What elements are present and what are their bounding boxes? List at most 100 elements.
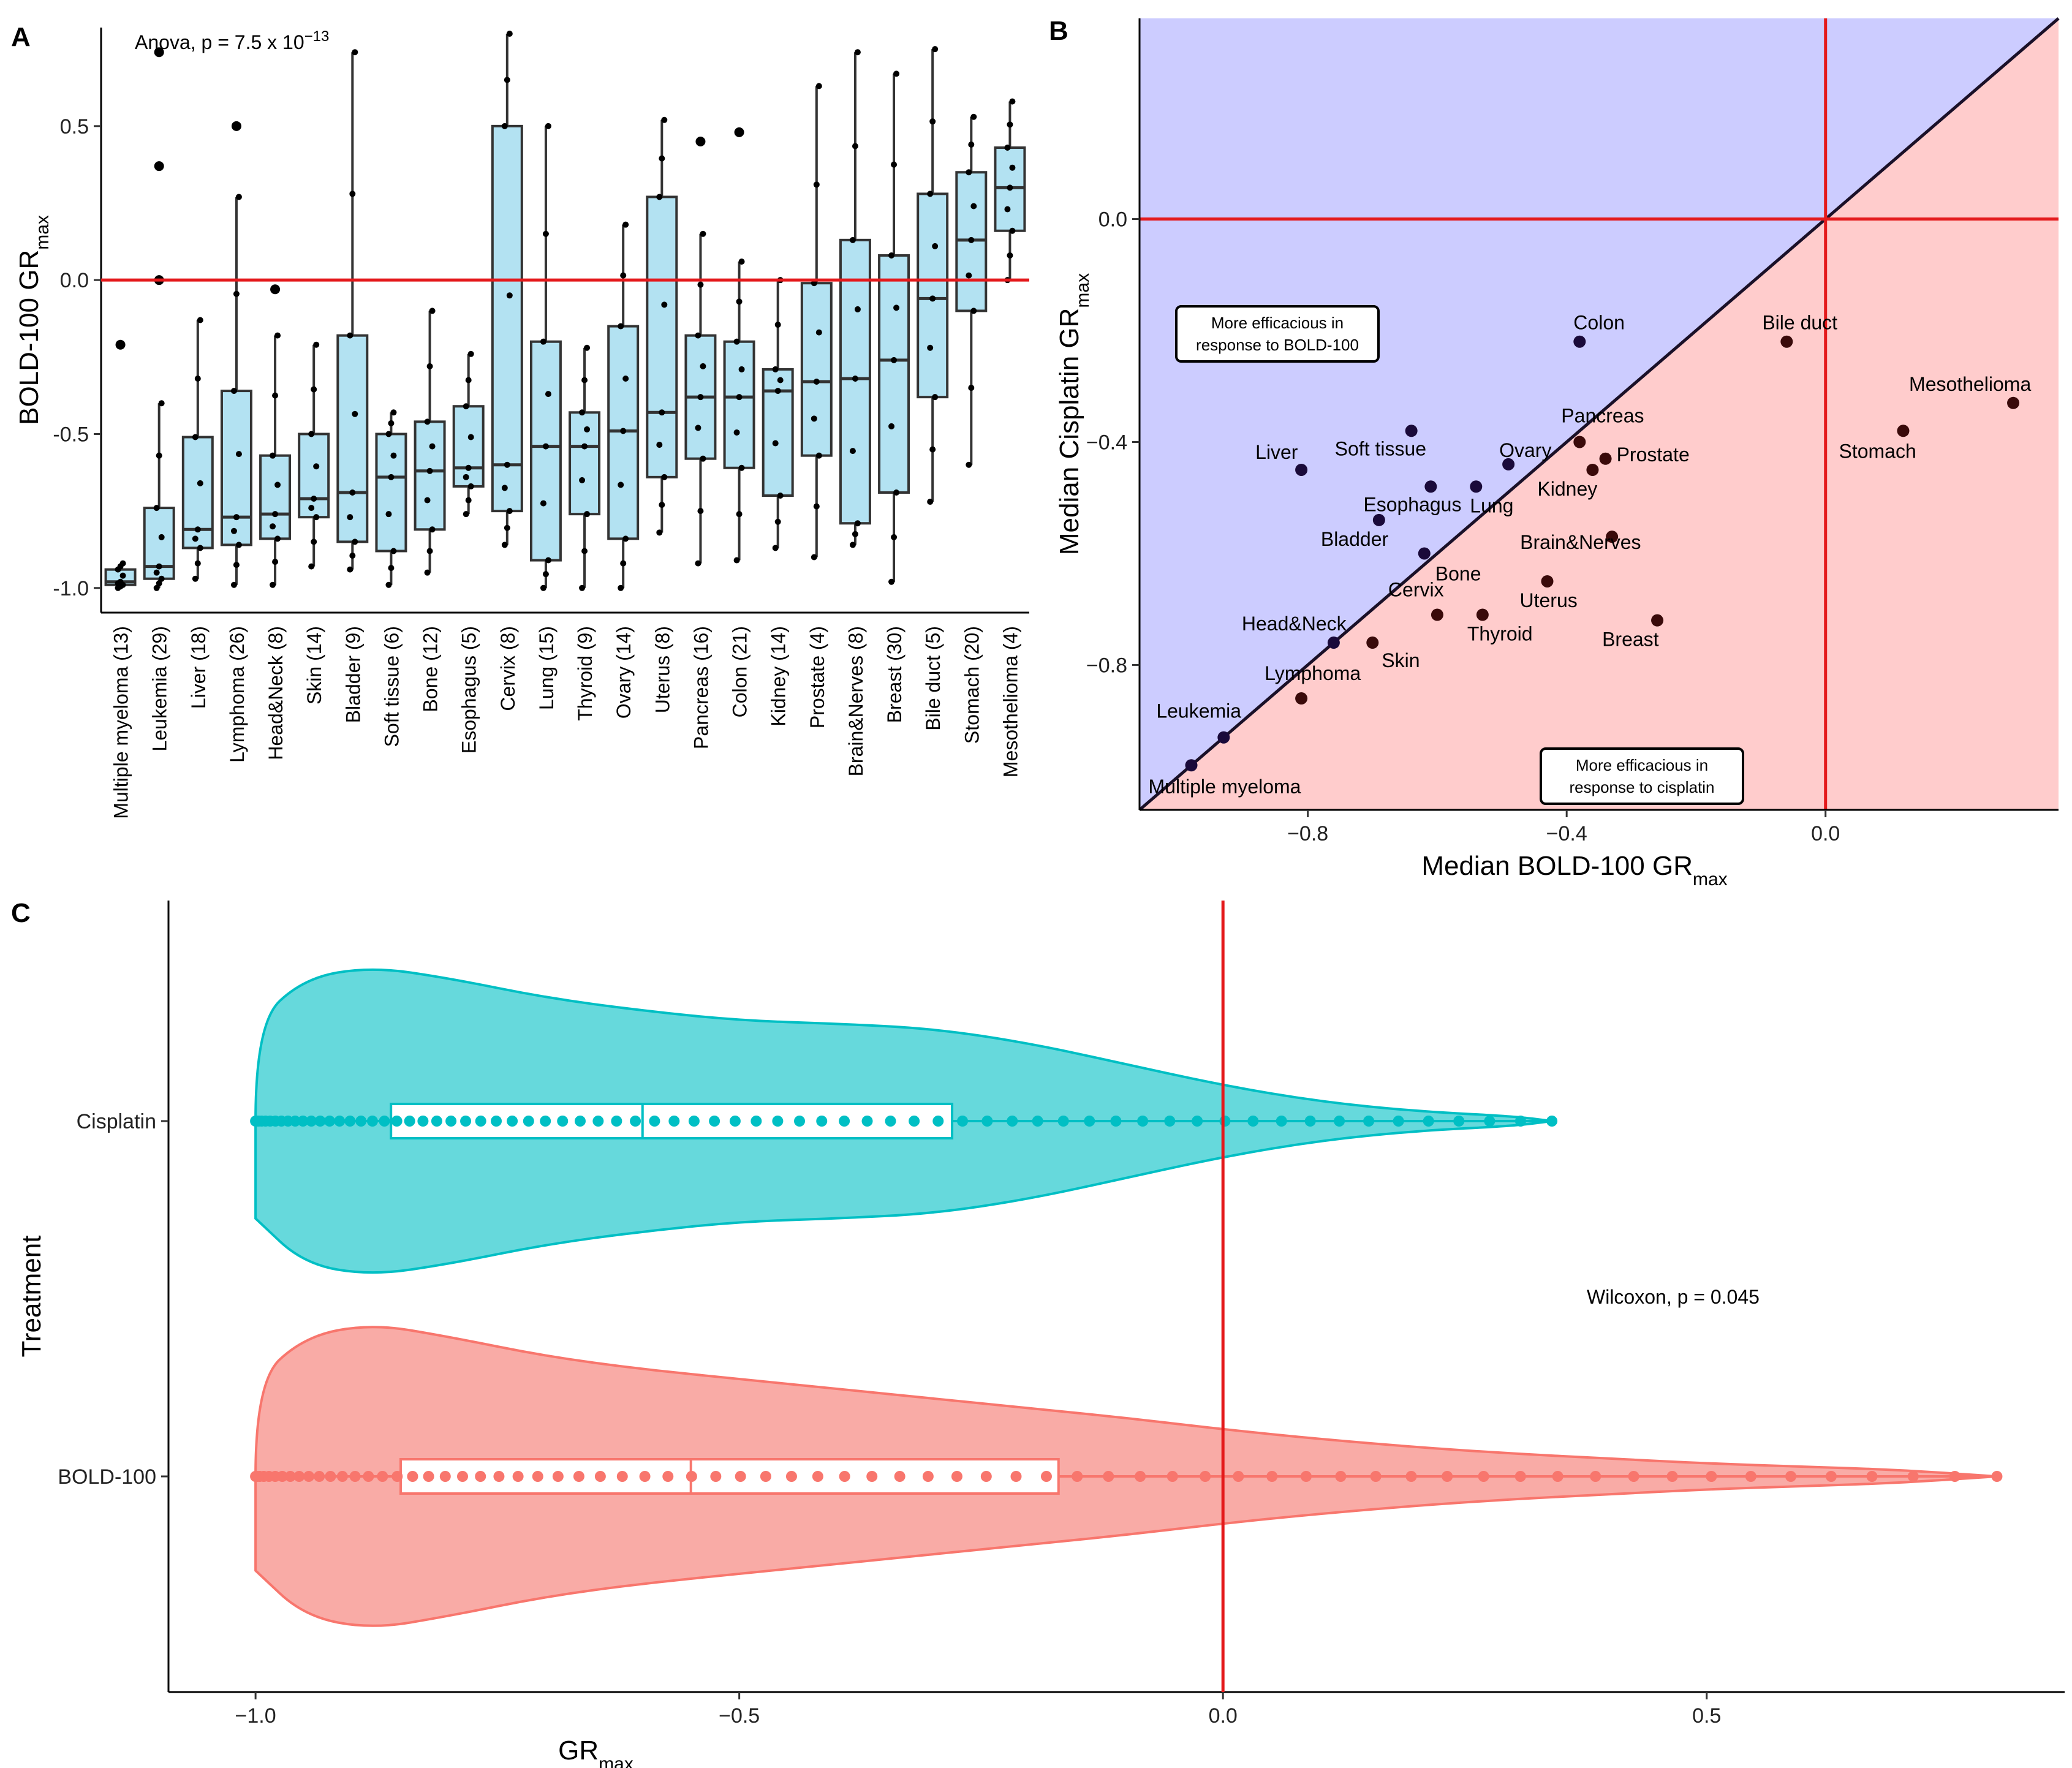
box	[375, 433, 407, 553]
data-point	[272, 559, 279, 565]
box-group	[491, 31, 523, 548]
data-point	[545, 123, 551, 129]
panel-b: B −0.8 −0.4 0.0 −0.8 −0.4 0.0 Median BOLD-100 G…	[1049, 16, 2060, 890]
data-point	[308, 563, 315, 570]
data-point	[504, 77, 510, 83]
data-point	[932, 1116, 944, 1127]
data-point	[390, 548, 397, 554]
data-point	[772, 440, 779, 447]
box	[336, 334, 369, 543]
data-point	[1135, 1471, 1146, 1482]
box	[452, 405, 485, 488]
data-point	[388, 474, 395, 480]
data-point	[407, 1471, 418, 1482]
box-group	[220, 121, 252, 588]
data-point	[467, 350, 474, 357]
scatter-point	[1502, 458, 1515, 470]
data-point	[966, 461, 972, 468]
data-point	[738, 464, 745, 471]
data-point	[738, 366, 745, 372]
data-point	[542, 443, 549, 450]
data-point	[772, 366, 779, 372]
data-point	[709, 1116, 720, 1127]
data-point	[622, 376, 629, 382]
data-point	[475, 1116, 486, 1127]
data-point	[811, 415, 817, 422]
data-point	[736, 511, 743, 518]
category-label: Brain&Nerves (8)	[845, 626, 867, 776]
data-point	[981, 1116, 993, 1127]
data-point	[493, 1471, 505, 1482]
data-point	[1866, 1471, 1878, 1482]
data-point	[966, 272, 972, 279]
data-point	[456, 1471, 468, 1482]
box-group	[336, 49, 369, 573]
box-group	[143, 47, 175, 591]
data-point	[885, 1116, 896, 1127]
data-point	[363, 1471, 374, 1482]
data-point	[426, 467, 433, 474]
data-point	[1628, 1471, 1639, 1482]
box-group	[839, 49, 871, 548]
box	[839, 238, 871, 525]
data-point	[710, 1471, 722, 1482]
data-point	[1103, 1471, 1114, 1482]
point-label: Esophagus	[1363, 493, 1461, 515]
data-point	[733, 557, 740, 564]
category-label: Esophagus (5)	[458, 626, 480, 754]
data-point	[1478, 1471, 1489, 1482]
data-point	[618, 482, 624, 488]
data-point	[812, 1471, 823, 1482]
data-point	[927, 344, 934, 351]
data-point	[465, 497, 472, 504]
data-point	[417, 1116, 429, 1127]
data-point	[695, 560, 701, 567]
data-point	[284, 1471, 296, 1482]
data-point	[777, 377, 784, 383]
category-label: Bladder (9)	[342, 626, 364, 723]
data-point	[891, 161, 898, 168]
data-point	[1484, 1116, 1495, 1127]
data-point	[385, 431, 392, 437]
data-point	[622, 221, 629, 228]
data-point	[929, 118, 936, 125]
data-point	[813, 181, 820, 188]
scatter-point	[1606, 531, 1619, 543]
x-tick-label: −0.4	[1546, 822, 1587, 845]
data-point	[616, 1471, 628, 1482]
data-point	[1405, 1471, 1417, 1482]
y-tick-label: −0.8	[1086, 654, 1127, 677]
data-point	[276, 1471, 288, 1482]
data-point	[1907, 1471, 1919, 1482]
data-point	[794, 1116, 806, 1127]
data-point	[424, 497, 431, 504]
data-point	[230, 388, 237, 395]
data-point	[308, 505, 315, 512]
x-axis-title-sub: max	[599, 1754, 633, 1768]
point-label: Mesothelioma	[1909, 373, 2031, 395]
data-point	[439, 1471, 451, 1482]
data-point	[1300, 1471, 1312, 1482]
category-label: Stomach (20)	[961, 626, 983, 744]
data-point	[1334, 1116, 1345, 1127]
data-point	[429, 526, 436, 533]
x-axis-title-sub: max	[1693, 869, 1728, 890]
data-point	[688, 1116, 700, 1127]
panel-c: C −1.0 −0.5 0.0 0.5 GRmax Treatment Wilcoxon, p…	[11, 898, 2065, 1768]
box	[529, 340, 562, 562]
box-group	[259, 284, 292, 588]
data-point	[426, 548, 433, 554]
data-point	[501, 123, 508, 129]
x-tick-label: 0.0	[1811, 822, 1840, 845]
data-point	[306, 1116, 317, 1127]
data-point	[274, 332, 281, 339]
category-label: Soft tissue (6)	[380, 626, 403, 747]
note-cisplatin-box	[1540, 747, 1744, 805]
data-point	[404, 1116, 415, 1127]
box-group	[452, 350, 485, 518]
panel-a: A -1.0 -0.5 0.0 0.5 BOLD-100 GRmax Anova, p = …	[11, 22, 1029, 819]
data-point	[1200, 1471, 1211, 1482]
data-point	[854, 520, 861, 527]
category-label: Colon (21)	[729, 626, 751, 717]
y-tick-label: 0.5	[60, 115, 89, 138]
